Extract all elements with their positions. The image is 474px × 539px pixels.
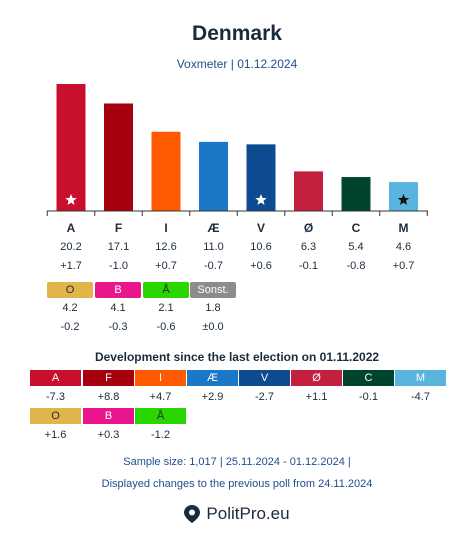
- category-label-6: C: [352, 221, 361, 235]
- development-change: -7.3: [46, 391, 65, 403]
- chart-subtitle: Voxmeter | 01.12.2024: [176, 57, 298, 71]
- star-icon: [397, 194, 410, 205]
- development-chip: I: [135, 370, 186, 386]
- bar-3: [199, 141, 228, 211]
- star-icon: [65, 194, 77, 205]
- value-label-1: 17.1: [108, 241, 129, 253]
- development-title: Development since the last election on 0…: [94, 350, 380, 364]
- value-label-6: 5.4: [348, 241, 363, 253]
- brand-logo[interactable]: PolitPro.eu: [0, 504, 474, 528]
- small-party-change: -0.6: [156, 321, 176, 333]
- small-party-value: 1.8: [205, 302, 221, 314]
- value-label-3: 11.0: [203, 241, 224, 253]
- small-party-chip: Å: [143, 282, 189, 298]
- category-label-0: A: [67, 221, 76, 235]
- development-chip: Ø: [291, 370, 342, 386]
- small-party-chip: B: [95, 282, 141, 298]
- change-label-1: -1.0: [109, 260, 128, 272]
- development-change: -0.1: [359, 391, 378, 403]
- development-chip: B: [83, 408, 134, 424]
- small-party-change: -0.2: [60, 321, 80, 333]
- development-change: +8.8: [97, 391, 120, 403]
- changes-note-text: Displayed changes to the previous poll f…: [101, 478, 373, 490]
- value-label-4: 10.6: [250, 241, 271, 253]
- change-label-4: +0.6: [250, 260, 272, 272]
- development-chip: A: [30, 370, 81, 386]
- development-chip: O: [30, 408, 81, 424]
- brand-name: PolitPro.eu: [206, 504, 290, 523]
- category-label-7: M: [399, 221, 409, 235]
- change-label-6: -0.8: [347, 260, 366, 272]
- small-party-change: ±0.0: [202, 321, 224, 333]
- star-icon: [255, 194, 267, 205]
- development-change: +1.1: [305, 391, 328, 403]
- small-party-change: -0.3: [108, 321, 128, 333]
- sample-size-text: Sample size: 1,017 | 25.11.2024 - 01.12.…: [123, 456, 351, 468]
- development-chip: Æ: [187, 370, 238, 386]
- development-change: -4.7: [411, 391, 430, 403]
- development-change: +4.7: [149, 391, 172, 403]
- development-change: -1.2: [151, 429, 170, 441]
- value-label-2: 12.6: [155, 241, 176, 253]
- small-party-chip: Sonst.: [190, 282, 236, 298]
- bar-5: [294, 171, 323, 211]
- change-label-0: +1.7: [60, 260, 82, 272]
- change-label-2: +0.7: [155, 260, 177, 272]
- development-change: +2.9: [201, 391, 224, 403]
- category-label-4: V: [257, 221, 265, 235]
- value-label-7: 4.6: [396, 241, 411, 253]
- category-label-2: I: [164, 221, 167, 235]
- value-label-5: 6.3: [301, 241, 316, 253]
- change-label-7: +0.7: [393, 260, 415, 272]
- main-bar-chart: A 20.2 +1.7 F 17.1 -1.0 I 12.6 +0.7 Æ 11.0 -0.7 V 10.…: [46, 84, 428, 272]
- development-change: -2.7: [255, 391, 274, 403]
- development-change: +0.3: [97, 429, 120, 441]
- bar-1: [104, 103, 133, 211]
- change-label-5: -0.1: [299, 260, 318, 272]
- development-chip: Å: [135, 408, 186, 424]
- development-chip: V: [239, 370, 290, 386]
- development-change: +1.6: [44, 429, 67, 441]
- chart-title: Denmark: [192, 22, 282, 45]
- small-party-chip: O: [47, 282, 93, 298]
- bar-6: [341, 177, 371, 211]
- category-label-1: F: [115, 221, 122, 235]
- category-label-5: Ø: [304, 221, 313, 235]
- development-chip: M: [395, 370, 446, 386]
- small-party-value: 2.1: [158, 302, 174, 314]
- small-party-value: 4.2: [62, 302, 78, 314]
- location-pin-icon: [184, 505, 201, 523]
- development-chip: C: [343, 370, 394, 386]
- change-label-3: -0.7: [204, 260, 223, 272]
- value-label-0: 20.2: [60, 241, 81, 253]
- category-label-3: Æ: [208, 221, 220, 235]
- development-chip: F: [83, 370, 134, 386]
- bar-2: [151, 131, 181, 211]
- small-party-value: 4.1: [110, 302, 126, 314]
- bar-0: [56, 84, 86, 211]
